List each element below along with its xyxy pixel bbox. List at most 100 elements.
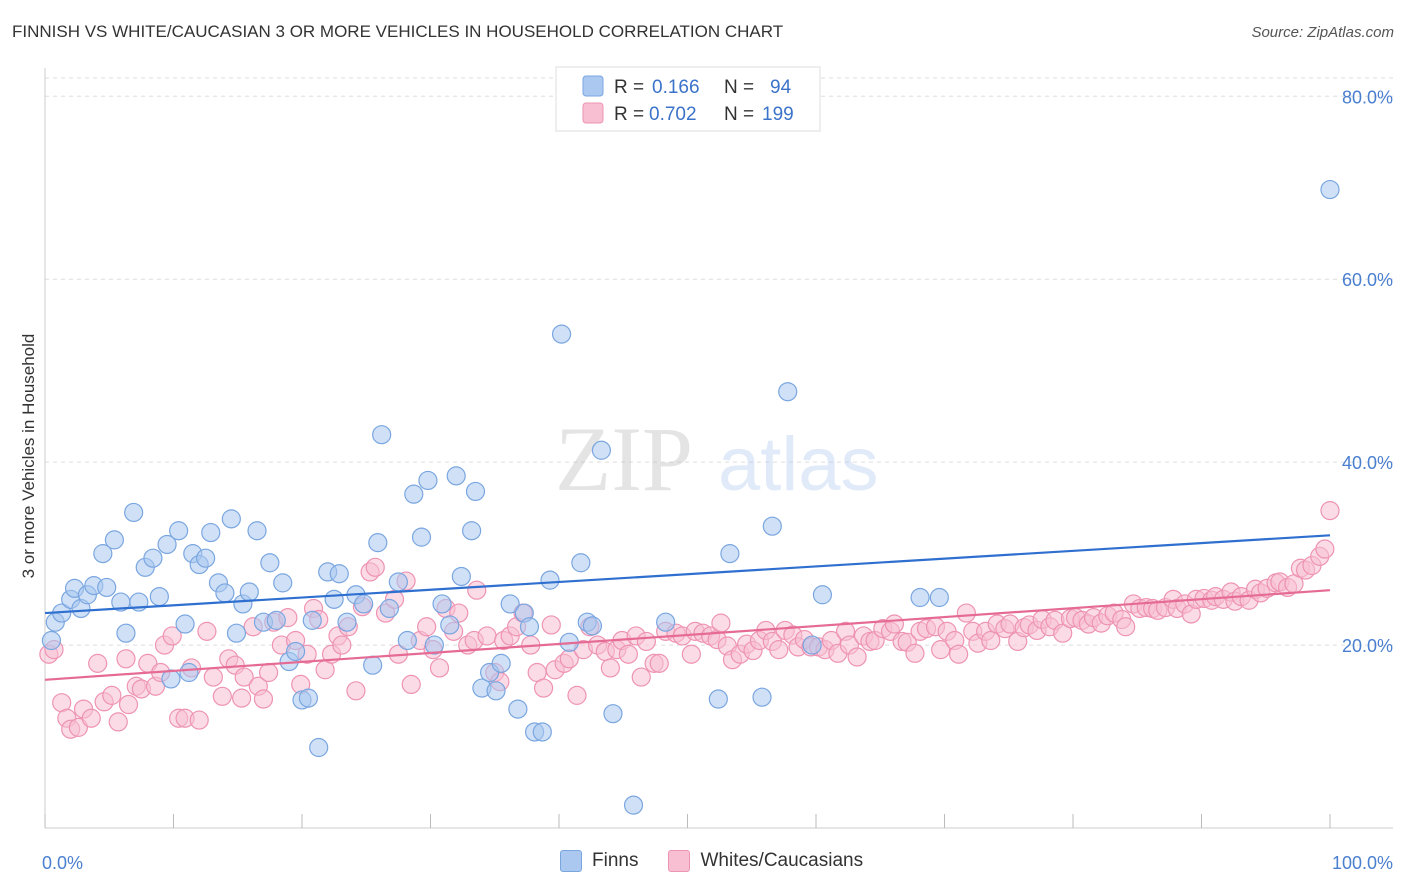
whites-point: [253, 689, 274, 709]
watermark-zip: ZIP: [555, 408, 693, 510]
finns-point: [363, 655, 383, 675]
finns-point: [591, 440, 612, 460]
finns-point: [143, 548, 163, 568]
x-tick-label: 0.0%: [42, 853, 83, 873]
whites-point: [258, 662, 279, 683]
series-finns-points: [41, 179, 1340, 815]
legend-top: R = 0.166 N = 94 R = 0.702 N = 199: [555, 66, 821, 132]
finns-point: [762, 516, 782, 536]
legend-swatch-whites: [668, 850, 691, 872]
finns-point: [309, 737, 329, 758]
whites-point: [102, 685, 122, 705]
legend-n-label: N =: [724, 77, 754, 98]
watermark: ZIP atlas: [555, 408, 879, 510]
finns-point: [116, 623, 136, 643]
finns-point: [411, 527, 432, 547]
finns-point: [324, 589, 344, 609]
legend-r-label: R =: [614, 104, 644, 125]
whites-point: [847, 647, 867, 667]
x-tick-label: 100.0%: [1332, 853, 1393, 873]
legend-r-value: 0.166: [652, 77, 700, 98]
finns-point: [720, 544, 740, 564]
finns-point: [175, 614, 195, 634]
finns-point: [161, 669, 181, 689]
finns-point: [812, 585, 833, 605]
finns-point: [266, 610, 286, 630]
legend-swatch-whites: [582, 102, 604, 124]
finns-point: [418, 470, 438, 491]
finns-point: [41, 630, 62, 651]
whites-point: [681, 644, 701, 664]
finns-point: [708, 689, 728, 709]
whites-point: [631, 667, 651, 687]
legend-swatch-finns: [582, 75, 604, 97]
finns-point: [368, 533, 388, 553]
whites-point: [417, 617, 437, 637]
finns-point: [462, 521, 482, 541]
whites-point: [189, 710, 209, 730]
whites-point: [711, 613, 731, 633]
finns-point: [656, 612, 676, 632]
whites-point: [118, 694, 139, 715]
finns-point: [149, 586, 169, 607]
chart-title: FINNISH VS WHITE/CAUCASIAN 3 OR MORE VEH…: [12, 22, 784, 41]
whites-point: [232, 688, 252, 708]
finns-point: [519, 617, 540, 637]
series-whites-points: [39, 501, 1340, 739]
whites-point: [467, 580, 487, 600]
finns-point: [508, 699, 528, 719]
y-tick-label: 80.0%: [1342, 87, 1393, 107]
whites-point: [365, 557, 385, 577]
whites-point: [567, 685, 587, 705]
watermark-atlas: atlas: [718, 422, 879, 507]
finns-point: [221, 509, 241, 529]
finns-point: [104, 530, 124, 550]
legend-item-whites: Whites/Caucasians: [668, 850, 863, 872]
legend-n-label: N =: [724, 104, 754, 125]
finns-point: [201, 522, 221, 543]
finns-point: [273, 573, 293, 593]
finns-point: [397, 630, 417, 651]
finns-point: [571, 553, 591, 573]
whites-point: [884, 614, 904, 634]
axes: [44, 68, 1393, 829]
finns-point: [124, 502, 144, 523]
whites-point: [81, 708, 101, 728]
finns-point: [603, 704, 623, 724]
finns-point: [910, 587, 930, 608]
finns-point: [285, 641, 306, 662]
finns-point: [532, 722, 552, 742]
finns-point: [215, 583, 235, 603]
legend-bottom: Finns Whites/Caucasians: [560, 850, 893, 872]
finns-point: [379, 598, 399, 619]
legend-swatch-finns: [560, 850, 582, 872]
whites-point: [116, 649, 136, 669]
y-tick-label: 20.0%: [1342, 636, 1393, 656]
y-tick-label: 40.0%: [1342, 453, 1393, 473]
finns-point: [179, 662, 199, 683]
whites-point: [533, 678, 554, 698]
whites-point: [332, 635, 352, 655]
whites-point: [636, 631, 656, 652]
finns-point: [260, 553, 280, 573]
whites-point: [769, 640, 789, 660]
finns-point: [440, 615, 460, 635]
whites-point: [429, 658, 450, 678]
finns-point: [226, 623, 247, 643]
whites-point: [956, 603, 976, 623]
finns-point: [465, 481, 486, 502]
whites-point: [197, 621, 217, 641]
legend-n-value: 199: [762, 104, 794, 125]
whites-point: [212, 686, 232, 706]
whites-point: [108, 712, 128, 732]
finns-point: [486, 681, 506, 701]
whites-point: [931, 640, 951, 660]
finns-point: [157, 534, 177, 555]
whites-point: [618, 644, 638, 664]
finns-point: [329, 564, 349, 584]
legend-label-whites: Whites/Caucasians: [700, 850, 864, 871]
finns-point: [196, 548, 216, 568]
trend-line-finns: [44, 534, 1331, 615]
finns-point: [491, 653, 511, 673]
finns-point: [540, 570, 560, 590]
